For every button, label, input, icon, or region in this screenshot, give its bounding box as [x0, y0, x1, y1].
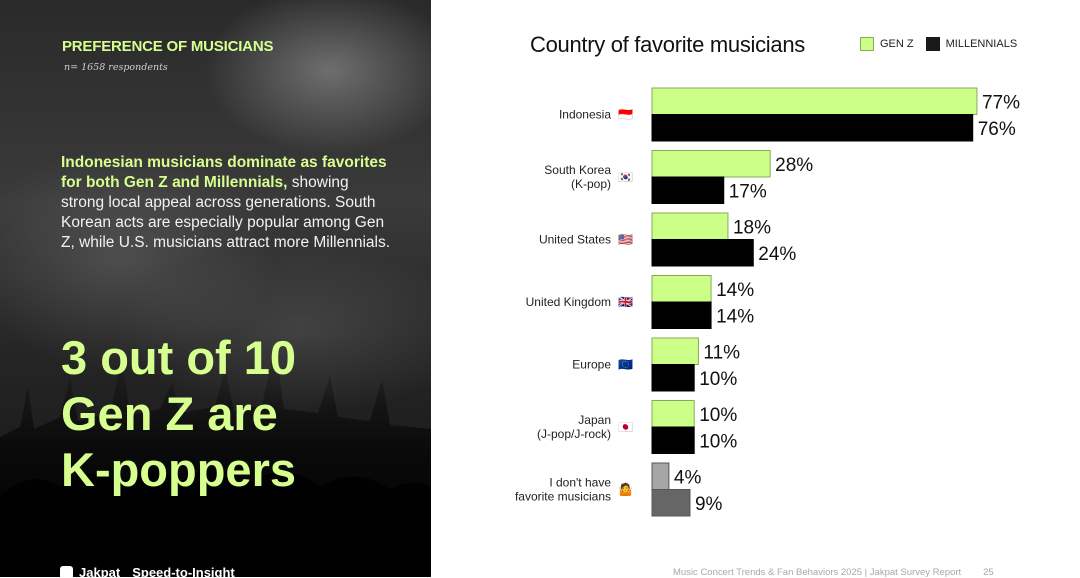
data-label: 17%: [729, 181, 767, 202]
category-label: United Kingdom: [526, 295, 611, 309]
data-label: 10%: [699, 431, 737, 452]
data-label: 77%: [982, 92, 1020, 113]
insight-highlight: Indonesian musicians dominate as favorit…: [61, 154, 387, 191]
data-label: 10%: [699, 369, 737, 390]
category-label: I don't have: [549, 476, 611, 490]
insight-rest: showing strong local appeal across gener…: [61, 174, 391, 251]
bar-genz: [651, 337, 699, 365]
bar-genz: [651, 462, 670, 490]
brand-tagline: Speed-to-Insight: [132, 565, 235, 577]
legend-item-genz: GEN Z: [860, 37, 914, 51]
chart-legend: GEN Z MILLENNIALS: [860, 37, 1029, 51]
chart-title: Country of favorite musicians: [530, 32, 805, 57]
category-label: Japan: [578, 413, 611, 427]
insight-text: Indonesian musicians dominate as favorit…: [61, 153, 391, 253]
big-stat-line: Gen Z are: [61, 387, 278, 440]
data-label: 28%: [775, 155, 813, 176]
big-stat-line: K-poppers: [61, 443, 296, 496]
legend-label-genz: GEN Z: [880, 38, 914, 50]
flag-icon: 🇺🇸: [618, 233, 633, 247]
brand-name: Jakpat: [79, 565, 121, 577]
data-label: 18%: [733, 217, 771, 238]
data-label: 76%: [978, 119, 1016, 140]
data-label: 14%: [716, 280, 754, 301]
flag-icon: 🇯🇵: [618, 420, 633, 434]
data-label: 11%: [703, 342, 740, 363]
data-label: 4%: [674, 467, 702, 488]
data-label: 24%: [758, 244, 796, 265]
bar-millennials: [651, 489, 691, 517]
big-stat: 3 out of 10 Gen Z are K-poppers: [61, 330, 401, 498]
crowd-silhouette: [0, 347, 431, 577]
category-sublabel: (K-pop): [571, 177, 611, 191]
category-label: Indonesia: [559, 108, 611, 122]
legend-item-millennials: MILLENNIALS: [925, 37, 1018, 51]
bar-millennials: [651, 426, 695, 454]
flag-icon: 🤷: [618, 482, 633, 497]
footer: Music Concert Trends & Fan Behaviors 202…: [673, 567, 994, 578]
legend-label-millennials: MILLENNIALS: [945, 38, 1018, 50]
flag-icon: 🇰🇷: [618, 170, 633, 184]
left-panel: PREFERENCE OF MUSICIANS n= 1658 responde…: [0, 0, 431, 577]
category-sublabel: (J-pop/J-rock): [537, 427, 611, 441]
bar-millennials: [651, 239, 754, 267]
brand: Jakpat Speed-to-Insight: [60, 565, 235, 577]
data-label: 9%: [695, 494, 723, 515]
bar-millennials: [651, 364, 695, 392]
bar-genz: [651, 87, 978, 115]
section-eyebrow: PREFERENCE OF MUSICIANS: [62, 38, 274, 55]
bar-millennials: [651, 176, 725, 204]
big-stat-line: 3 out of 10: [61, 331, 297, 384]
category-sublabel: favorite musicians: [515, 490, 611, 504]
data-label: 10%: [699, 405, 737, 426]
category-label: South Korea: [544, 163, 611, 177]
legend-swatch-genz: [860, 37, 874, 51]
legend-swatch-millennials: [925, 37, 940, 51]
bar-genz: [651, 150, 771, 178]
category-label: United States: [539, 233, 611, 247]
flag-icon: 🇮🇩: [618, 108, 633, 122]
bar-millennials: [651, 301, 712, 329]
bar-millennials: [651, 114, 974, 142]
bar-genz: [651, 212, 729, 240]
data-label: 14%: [716, 306, 754, 327]
bar-genz: [651, 400, 695, 428]
flag-icon: 🇪🇺: [618, 358, 633, 372]
category-label: Europe: [572, 358, 611, 372]
respondents-note: n= 1658 respondents: [64, 62, 168, 73]
page-number: 25: [983, 567, 994, 578]
footer-report: Music Concert Trends & Fan Behaviors 202…: [673, 567, 962, 578]
flag-icon: 🇬🇧: [618, 295, 633, 309]
bar-genz: [651, 275, 712, 303]
jakpat-logo-icon: [60, 566, 73, 577]
